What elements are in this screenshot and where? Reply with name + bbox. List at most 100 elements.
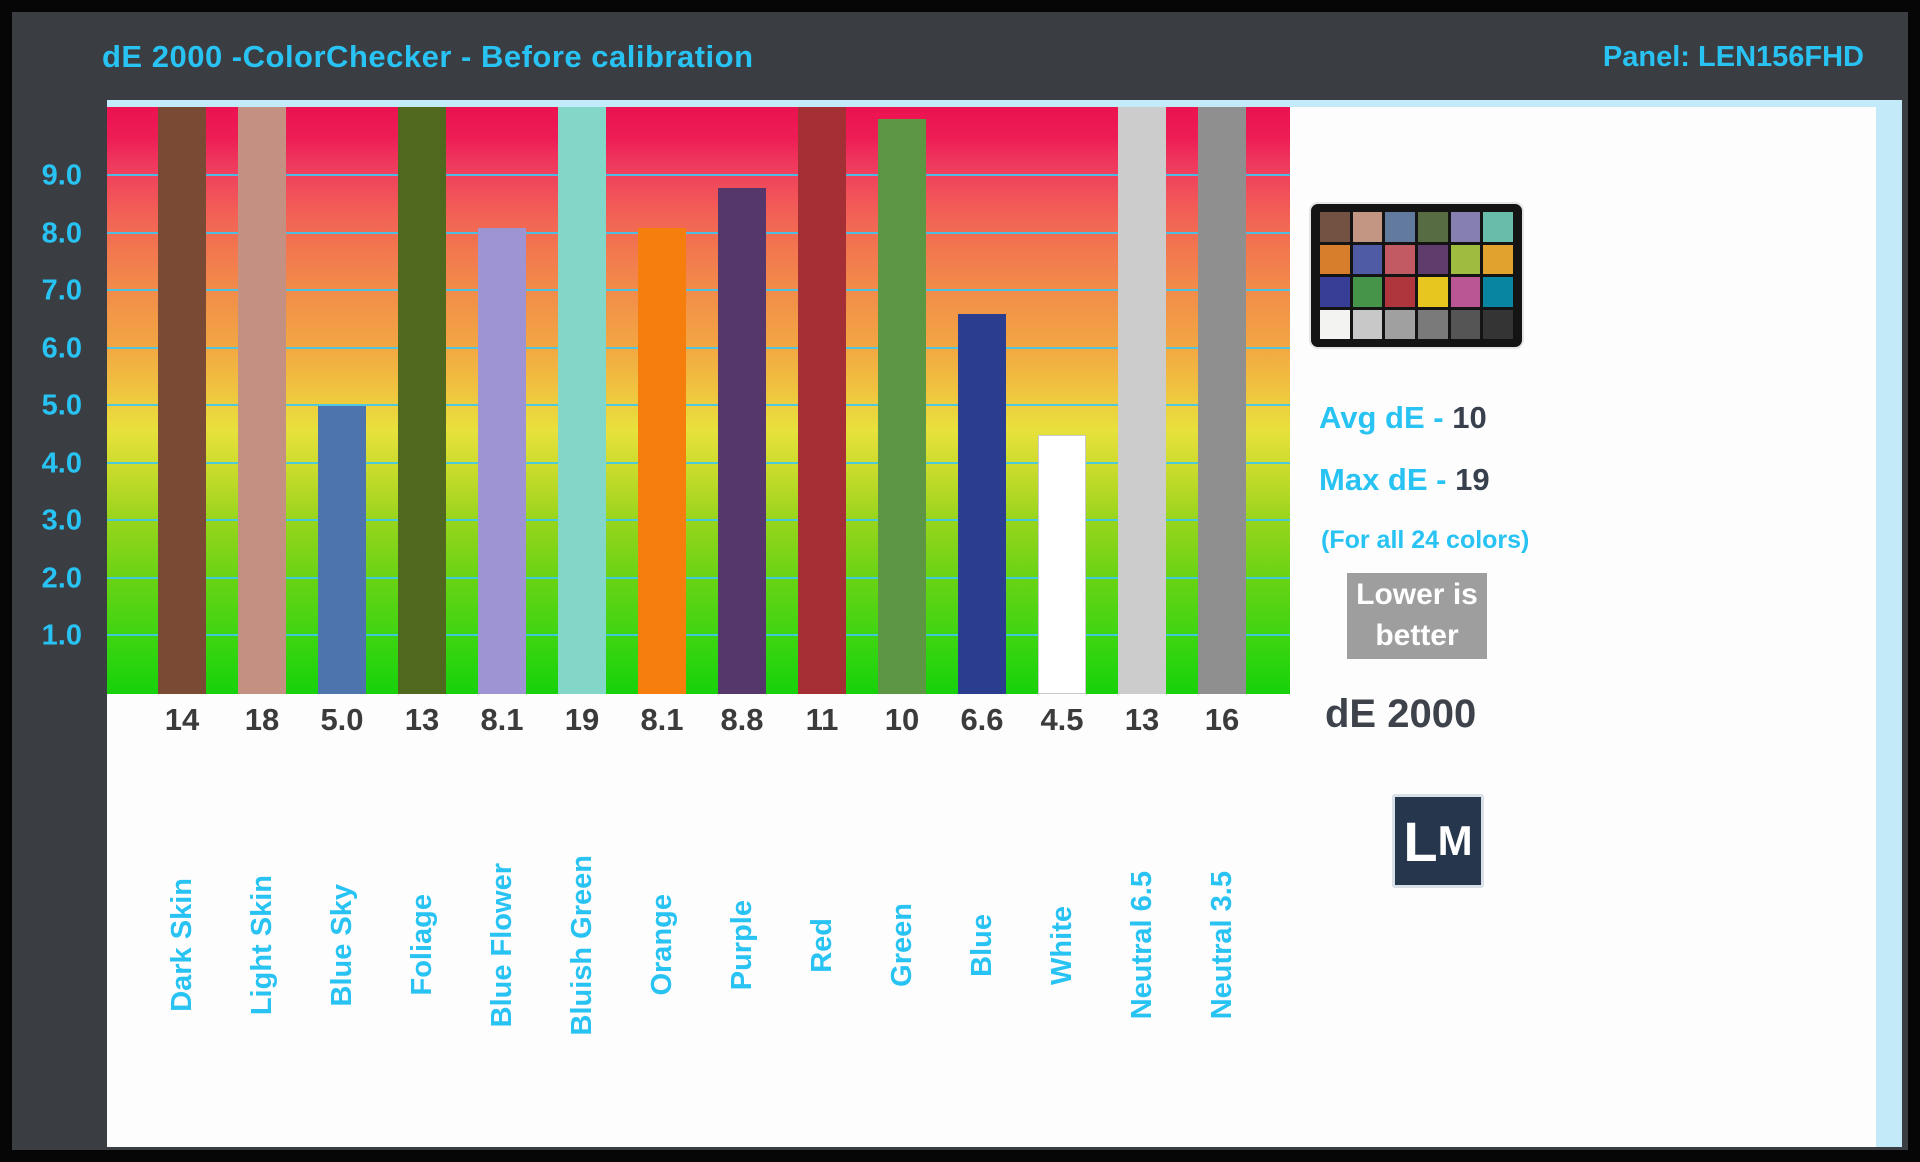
- category-label: Blue Sky: [325, 883, 358, 1007]
- lower-is-better-badge: Lower is better: [1347, 573, 1487, 659]
- color-patch: [1352, 244, 1383, 274]
- bar: [238, 107, 286, 694]
- bar: [558, 107, 606, 694]
- color-patch: [1320, 309, 1350, 339]
- bar-slot: [462, 107, 542, 694]
- color-patch: [1450, 309, 1481, 339]
- category-label: Foliage: [405, 894, 438, 996]
- color-patch: [1320, 212, 1350, 242]
- category-label: Red: [805, 917, 838, 973]
- bar-slot: [302, 107, 382, 694]
- all-colors-note: (For all 24 colors): [1321, 526, 1530, 554]
- bar-value: 8.1: [480, 702, 524, 737]
- avg-de-value: 10: [1452, 400, 1487, 435]
- category-label: Dark Skin: [165, 878, 198, 1012]
- color-patch: [1385, 309, 1415, 339]
- category-label-slot: Neutral 3.5: [1182, 750, 1262, 1140]
- y-axis: 9.0 8.0 7.0 6.0 5.0 4.0 3.0 2.0 1.0: [12, 107, 94, 694]
- color-patch: [1352, 212, 1383, 242]
- category-label: Neutral 3.5: [1205, 870, 1238, 1020]
- grid-line: [107, 289, 1290, 292]
- color-patch: [1417, 309, 1448, 339]
- bar-value: 13: [1124, 702, 1160, 737]
- bar-value: 10: [884, 702, 920, 737]
- y-tick-label: 6.0: [41, 332, 82, 365]
- bar-value: 16: [1204, 702, 1240, 737]
- grid-line: [107, 231, 1290, 234]
- chart-plot: [107, 107, 1290, 694]
- values-row: 14 18 5.0 13 8.1 19 8.1 8.8 11 10 6.6 4.5 13 16: [142, 694, 1262, 746]
- y-tick-label: 2.0: [41, 562, 82, 595]
- category-label-slot: White: [1022, 750, 1102, 1140]
- y-tick-label: 8.0: [41, 217, 82, 250]
- category-label-slot: Blue: [942, 750, 1022, 1140]
- colorchecker-grid: [1320, 212, 1513, 339]
- color-patch: [1352, 277, 1383, 307]
- bar-value: 4.5: [1040, 702, 1084, 737]
- grid-line: [107, 634, 1290, 637]
- logo-letter-l: L: [1403, 809, 1438, 873]
- max-de-stat: Max dE - 19: [1319, 462, 1490, 498]
- bar-slot: [702, 107, 782, 694]
- y-tick-label: 5.0: [41, 389, 82, 422]
- category-label: Orange: [645, 894, 678, 996]
- category-label: Bluish Green: [565, 854, 598, 1036]
- panel-top-border: [107, 100, 1902, 107]
- bar-slot: [622, 107, 702, 694]
- color-patch: [1483, 244, 1513, 274]
- color-patch: [1385, 244, 1415, 274]
- chart-title: dE 2000 -ColorChecker - Before calibrati…: [102, 39, 754, 74]
- bar: [158, 107, 206, 694]
- bar-slot: [942, 107, 1022, 694]
- bar: [878, 118, 926, 694]
- bar-slot: [862, 107, 942, 694]
- panel-right-border: [1876, 100, 1902, 1147]
- bar: [478, 227, 526, 694]
- color-patch: [1320, 277, 1350, 307]
- bar-slot: [782, 107, 862, 694]
- category-label-slot: Light Skin: [222, 750, 302, 1140]
- color-patch: [1352, 309, 1383, 339]
- category-label-slot: Dark Skin: [142, 750, 222, 1140]
- category-label-slot: Blue Flower: [462, 750, 542, 1140]
- bar-slot: [382, 107, 462, 694]
- y-tick-label: 9.0: [41, 159, 82, 192]
- category-label: Neutral 6.5: [1125, 870, 1158, 1020]
- category-label-slot: Neutral 6.5: [1102, 750, 1182, 1140]
- category-label: Purple: [725, 899, 758, 991]
- grid-line: [107, 404, 1290, 407]
- app-background: dE 2000 -ColorChecker - Before calibrati…: [12, 12, 1908, 1150]
- color-patch: [1385, 212, 1415, 242]
- panel-model-label: Panel: LEN156FHD: [1602, 41, 1864, 73]
- grid-line: [107, 174, 1290, 177]
- color-patch: [1483, 309, 1513, 339]
- color-patch: [1483, 212, 1513, 242]
- y-tick-label: 1.0: [41, 619, 82, 652]
- lower-is-better-line2: better: [1375, 618, 1459, 652]
- logo-letter-m: M: [1437, 817, 1473, 864]
- avg-de-stat: Avg dE - 10: [1319, 400, 1487, 436]
- bar-slot: [1102, 107, 1182, 694]
- bar-value: 11: [805, 702, 839, 737]
- category-label: Blue: [965, 913, 998, 977]
- category-label-slot: Foliage: [382, 750, 462, 1140]
- bar-slot: [1022, 107, 1102, 694]
- grid-line: [107, 519, 1290, 522]
- category-label-slot: Purple: [702, 750, 782, 1140]
- color-patch: [1417, 277, 1448, 307]
- y-tick-label: 3.0: [41, 504, 82, 537]
- color-patch: [1450, 244, 1481, 274]
- bar-value: 13: [404, 702, 440, 737]
- bar: [1198, 107, 1246, 694]
- bars-row: [142, 107, 1262, 694]
- color-patch: [1385, 277, 1415, 307]
- color-patch: [1320, 244, 1350, 274]
- avg-de-label: Avg dE -: [1319, 400, 1453, 435]
- bar: [798, 107, 846, 694]
- bar-slot: [542, 107, 622, 694]
- bar: [958, 314, 1006, 694]
- y-tick-label: 4.0: [41, 447, 82, 480]
- category-label-slot: Green: [862, 750, 942, 1140]
- category-label: Blue Flower: [485, 862, 518, 1028]
